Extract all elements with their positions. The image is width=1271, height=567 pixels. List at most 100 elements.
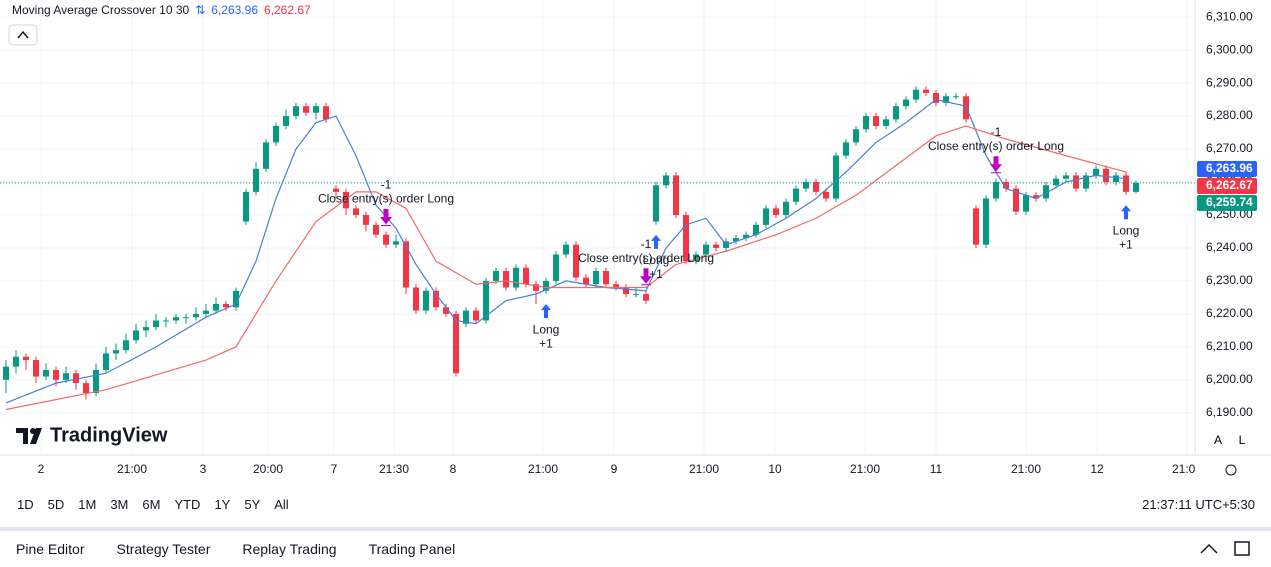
candle-body [453,313,459,374]
candle-body [93,369,99,394]
candle-body [303,106,309,113]
candle-body [463,310,469,324]
candle-body [1053,178,1059,186]
candle-body [203,310,209,314]
collapse-icon [17,30,29,39]
candle-body [123,340,129,351]
candle-body [293,106,299,117]
panel-tab[interactable]: Replay Trading [242,541,337,557]
candle-body [1093,168,1099,176]
signal-label: Long [533,322,560,336]
signal-qty: +1 [649,267,663,281]
candle-body [403,241,409,288]
candle-body [873,116,879,126]
candle-body [243,191,249,222]
candle-body [633,294,639,296]
candle-body [3,366,9,380]
panel-tab[interactable]: Pine Editor [16,541,85,557]
range-buttons: 1D 5D 1M 3M 6M YTD 1Y 5Y All [12,497,294,512]
candle-body [383,234,389,245]
bottom-panel: Pine Editor Strategy Tester Replay Trading… [0,527,1271,567]
candle-body [583,277,589,285]
legend: Moving Average Crossover 10 30 ⇅ 6,263.9… [12,3,311,17]
x-tick-label: 21:00 [850,462,880,476]
candle-body [1013,188,1019,212]
logo-dot [30,428,36,434]
range-button[interactable]: YTD [174,496,201,512]
candle-body [653,185,659,222]
price-tag [1197,194,1257,211]
candle-body [543,280,549,291]
signal-qty: +1 [539,336,553,350]
scale-button[interactable] [1232,431,1252,451]
close-arrow [989,156,1003,174]
range-button[interactable]: 1Y [214,496,231,512]
scale-button-label[interactable]: A [1214,433,1222,447]
candle-body [553,254,559,281]
price-tag-label: 6,263.96 [1206,161,1253,175]
candle-body [483,280,489,321]
range-button[interactable]: 6M [142,496,161,512]
candle-body [623,287,629,295]
candle-body [353,208,359,215]
scale-button[interactable] [1208,431,1228,451]
candle-body [793,188,799,202]
candle-body [73,373,79,384]
candle-body [893,106,899,120]
panel-controls [1200,541,1250,556]
y-tick-label: 6,220.00 [1206,306,1253,320]
candle-body [1083,175,1089,189]
panel-tab[interactable]: Trading Panel [368,541,456,557]
candle-body [563,244,569,255]
candle-body [13,356,19,367]
x-tick-label: 10 [768,462,782,476]
candle-body [1033,195,1039,199]
candle-body [603,271,609,285]
signal-label: Close entry(s) order Long [578,251,714,265]
range-button[interactable]: 1M [78,496,97,512]
candle-body [493,271,499,281]
x-tick-label: 9 [611,462,618,476]
y-tick-label: 6,310.00 [1206,9,1253,23]
price-tag [1197,160,1257,177]
candle-body [1043,185,1049,199]
price-tag-label: 6,262.67 [1206,178,1253,192]
y-tick-label: 6,190.00 [1206,405,1253,419]
candle-body [33,360,39,377]
candle-body [733,238,739,242]
legend-value: 6,263.96 [211,3,258,17]
candle-body [1123,175,1129,192]
candle-body [943,96,949,103]
range-button[interactable]: All [274,496,289,512]
candle-body [433,290,439,308]
y-tick-label: 6,230.00 [1206,273,1253,287]
signal-qty: -1 [641,237,652,251]
candle-body [933,92,939,103]
range-button[interactable]: 1D [17,496,34,512]
candle-body [143,327,149,331]
range-button[interactable]: 5Y [244,496,261,512]
candle-body [1133,182,1139,192]
range-button[interactable]: 5D [47,496,65,512]
candle-body [1023,195,1029,212]
candle-body [193,313,199,318]
candle-body [963,96,969,120]
scale-button-label[interactable]: L [1239,433,1246,447]
candle-body [1003,182,1009,189]
candle-body [993,182,999,199]
maximize-panel[interactable] [1234,541,1250,556]
range-button[interactable]: 3M [110,496,129,512]
candle-body [843,142,849,156]
candle-body [423,290,429,311]
candle-body [573,244,579,278]
legend-icon[interactable]: ⇅ [195,3,206,17]
candle-body [23,356,29,361]
settings-icon[interactable] [1225,464,1237,476]
collapse-button[interactable] [8,24,38,46]
signal-label: Long [643,253,670,267]
collapse-panel[interactable] [1200,543,1218,554]
close-arrow [639,268,653,286]
panel-tab[interactable]: Strategy Tester [116,541,211,557]
candle-body [593,271,599,285]
candle-body [903,99,909,107]
